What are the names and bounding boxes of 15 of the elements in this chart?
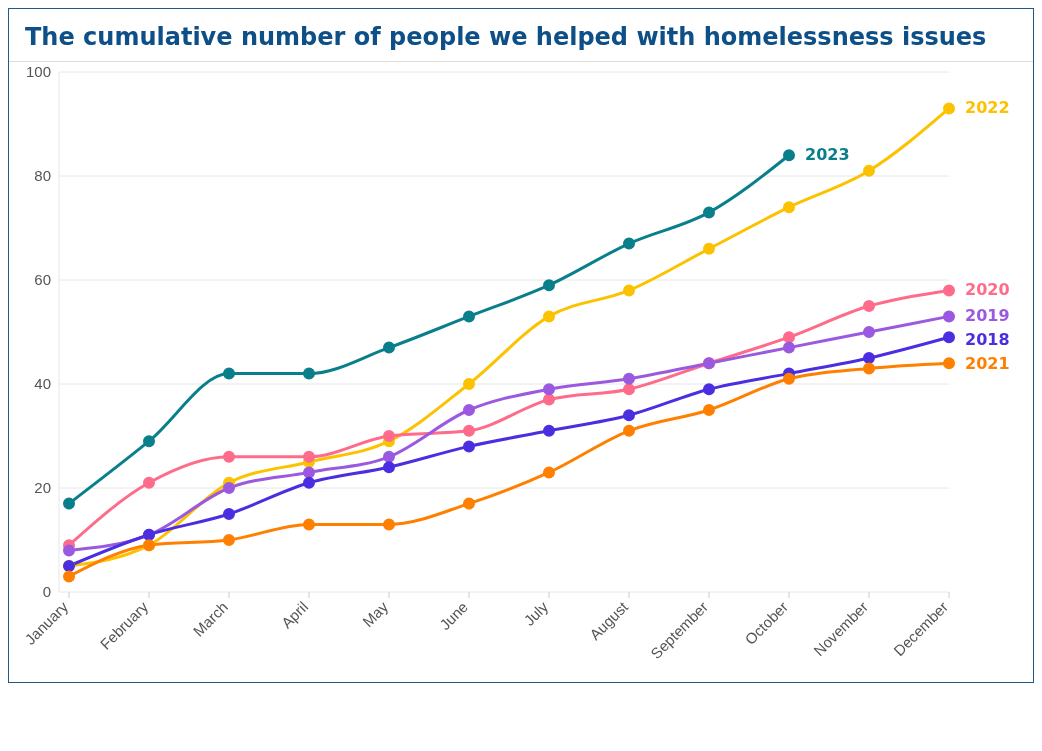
x-tick-label: July (520, 597, 552, 629)
y-tick-label: 40 (34, 375, 51, 393)
series-label: 2022 (965, 98, 1010, 118)
series-label: 2018 (965, 330, 1010, 350)
y-tick-label: 80 (34, 167, 51, 185)
series-label: 2021 (965, 354, 1010, 374)
series-label: 2019 (965, 306, 1010, 326)
y-tick-label: 100 (25, 63, 51, 81)
x-tick-label: May (359, 597, 392, 631)
y-tick-label: 0 (42, 583, 51, 601)
y-tick-label: 20 (34, 479, 51, 497)
y-tick-label: 60 (34, 271, 51, 289)
series-label: 2023 (805, 145, 850, 165)
series-label: 2020 (965, 280, 1010, 300)
chart-title: The cumulative number of people we helped with homelessness issues (9, 9, 1033, 62)
